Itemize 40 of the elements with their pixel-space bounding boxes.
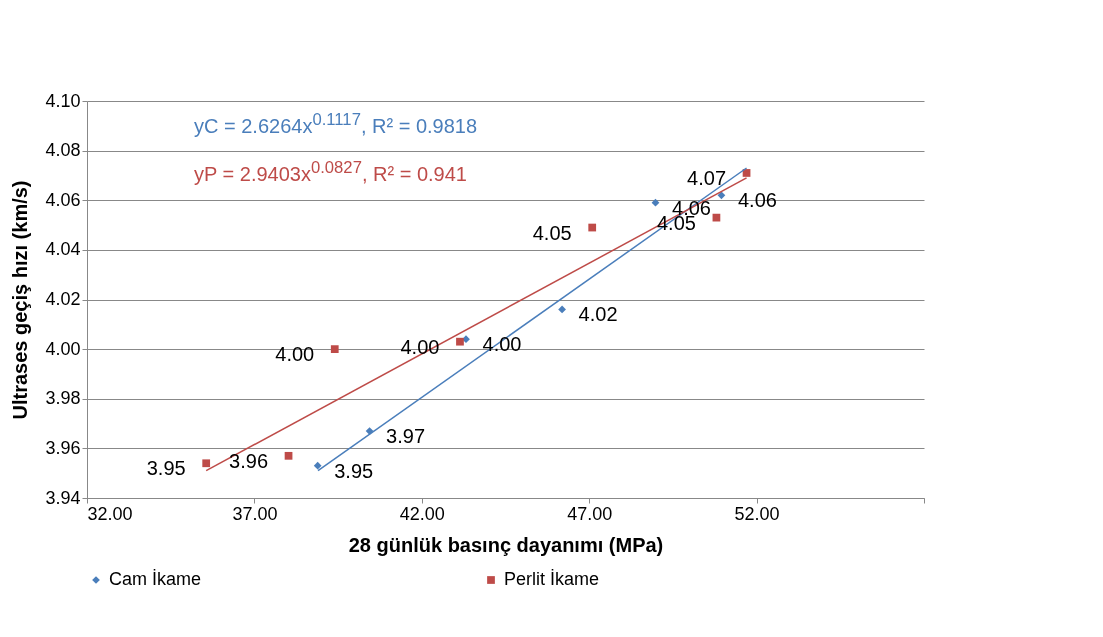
point: [456, 337, 464, 346]
y-tick-label: 4.08: [45, 140, 81, 161]
annotation: yP = 2.9403x$^{0.0827}$, R² = 0.941: [194, 158, 467, 186]
y-tick-label: 4.02: [45, 289, 81, 309]
x-tick-label: 52.00: [734, 503, 780, 524]
y-tick-label: 3.96: [45, 437, 81, 458]
data-label: 3.96: [229, 449, 269, 472]
data-label: 3.97: [386, 425, 426, 448]
y-tick-label: 3.94: [45, 487, 81, 508]
x-tick-label: 47.00: [567, 503, 613, 524]
y-tick-label: 4.10: [45, 90, 81, 111]
point: [558, 305, 566, 314]
x-tick-label: 42.00: [399, 503, 445, 524]
data-label: 4.02: [578, 303, 618, 326]
data-label: 4.06: [737, 189, 777, 212]
y-tick-label: 4.06: [45, 189, 81, 210]
legend-label: Perlit İkame: [504, 569, 600, 589]
annotation: yC = 2.6264x$^{0.1117}$, R² = 0.9818: [194, 110, 478, 138]
x-tick-label: 32.00: [87, 503, 133, 524]
data-label: 4.00: [400, 335, 440, 358]
y-axis-title: Ultrases geçiş hızı (km/s): [9, 180, 32, 420]
point: [313, 461, 322, 470]
point: [588, 223, 597, 232]
y-tick-label: 3.98: [45, 388, 81, 409]
point: [330, 345, 339, 353]
x-tick-label: 37.00: [232, 503, 278, 524]
data-label: 3.95: [334, 459, 374, 482]
y-tick-label: 4.04: [45, 239, 81, 260]
point: [651, 198, 660, 207]
data-label: 4.00: [275, 343, 315, 366]
data-label: 4.05: [532, 221, 572, 244]
legend-label: Cam İkame: [109, 569, 202, 589]
point: [717, 191, 726, 200]
data-label: 4.07: [687, 166, 727, 189]
point: [202, 459, 211, 468]
y-tick-label: 4.00: [45, 338, 81, 359]
point: [284, 451, 293, 460]
x-axis-title: 28 günlük basınç dayanımı (MPa): [348, 533, 664, 556]
data-label: 3.95: [146, 457, 186, 480]
point: [365, 427, 374, 435]
